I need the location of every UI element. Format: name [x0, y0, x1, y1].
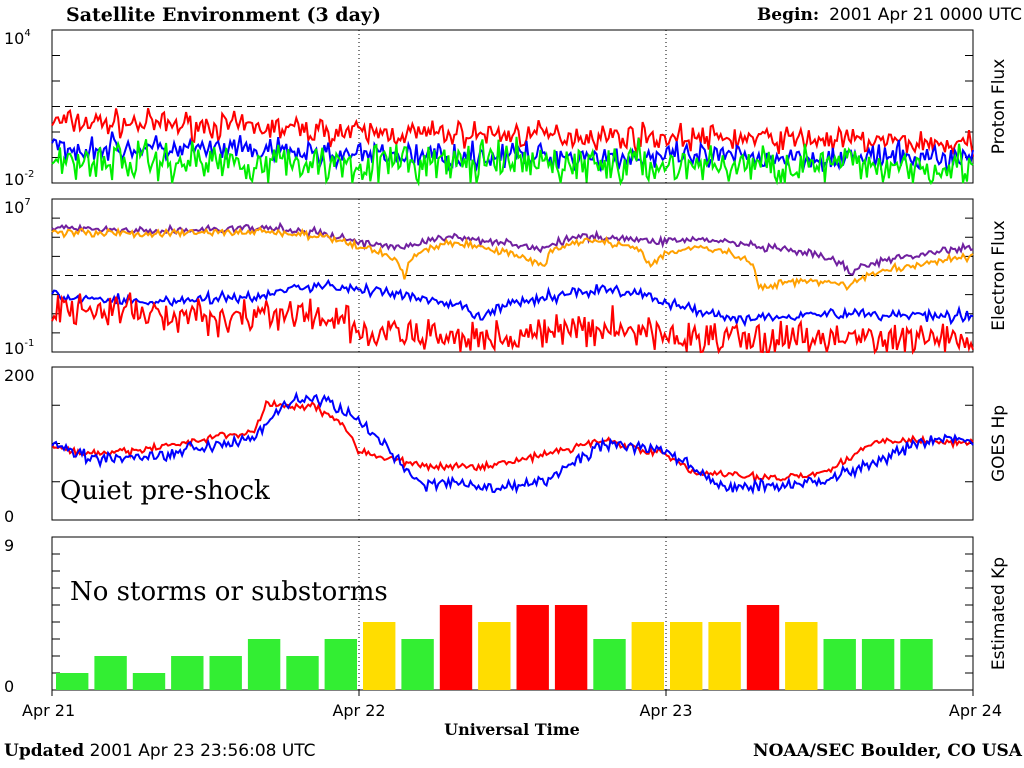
y-tick-label: 0 [4, 677, 14, 696]
kp-bar [823, 639, 856, 690]
begin-timestamp: Begin: 2001 Apr 21 0000 UTC [757, 5, 1022, 25]
begin-value: 2001 Apr 21 0000 UTC [829, 5, 1022, 25]
kp-bar [785, 622, 818, 690]
series-line-2 [51, 390, 974, 496]
kp-bar [861, 639, 895, 690]
kp-bar [631, 622, 664, 690]
series-line-1 [51, 398, 974, 486]
kp-bar [746, 605, 780, 690]
series-line-3 [51, 136, 974, 187]
y-tick-label: 10-1 [4, 338, 34, 358]
y-tick-label: 10-2 [4, 169, 34, 189]
x-tick-label: Apr 21 [22, 701, 75, 720]
x-axis-label: Universal Time [444, 720, 580, 739]
panel-3: 200 0 GOES Hp Quiet pre-shock [4, 366, 1009, 526]
x-tick-label: Apr 23 [639, 701, 692, 720]
kp-bar [670, 622, 703, 690]
panel-annotation: No storms or substorms [70, 577, 388, 607]
kp-bar [324, 639, 357, 690]
y-tick-label: 104 [4, 28, 31, 48]
kp-bar [286, 656, 319, 690]
panel-annotation: Quiet pre-shock [60, 476, 270, 506]
kp-bar [132, 673, 166, 690]
y-axis-label: Electron Flux [989, 220, 1009, 330]
kp-bar [554, 605, 588, 690]
kp-bar [439, 605, 473, 690]
panel-frame [51, 536, 974, 691]
kp-bar [94, 656, 127, 690]
kp-bar [516, 605, 549, 690]
kp-bar [900, 639, 933, 690]
series-line-3 [51, 278, 974, 328]
series-line-2 [51, 226, 974, 292]
series-line-1 [51, 107, 974, 157]
kp-bar [171, 656, 204, 690]
kp-bar [478, 622, 511, 690]
kp-bar [708, 622, 741, 690]
kp-bar [593, 639, 626, 690]
panel-2: 107 10-1 Electron Flux [4, 197, 1009, 358]
kp-bar [363, 622, 396, 690]
panel-4: 9 0 Estimated Kp No storms or substorms [4, 536, 1009, 696]
x-tick-label: Apr 22 [332, 701, 385, 720]
begin-label: Begin: [756, 5, 820, 25]
updated-label: Updated [4, 741, 85, 761]
y-tick-label: 9 [4, 536, 14, 555]
kp-bar [401, 639, 434, 690]
kp-bar [209, 656, 242, 690]
kp-bar [56, 673, 89, 690]
y-tick-label: 200 [4, 366, 35, 385]
kp-bar [247, 639, 281, 690]
y-tick-label: 0 [4, 507, 14, 526]
y-tick-label: 107 [4, 197, 31, 217]
panel-1: 104 10-2 Proton Flux [4, 28, 1009, 189]
chart-title: Satellite Environment (3 day) [66, 4, 381, 26]
y-axis-label: GOES Hp [989, 405, 1009, 482]
y-axis-label: Proton Flux [989, 59, 1009, 155]
series-line-4 [51, 292, 974, 355]
source-credit: NOAA/SEC Boulder, CO USA [753, 741, 1022, 761]
x-tick-label: Apr 24 [949, 701, 1002, 720]
updated-timestamp: Updated 2001 Apr 23 23:56:08 UTC [4, 741, 316, 761]
updated-value: 2001 Apr 23 23:56:08 UTC [89, 741, 316, 761]
y-axis-label: Estimated Kp [989, 557, 1009, 670]
